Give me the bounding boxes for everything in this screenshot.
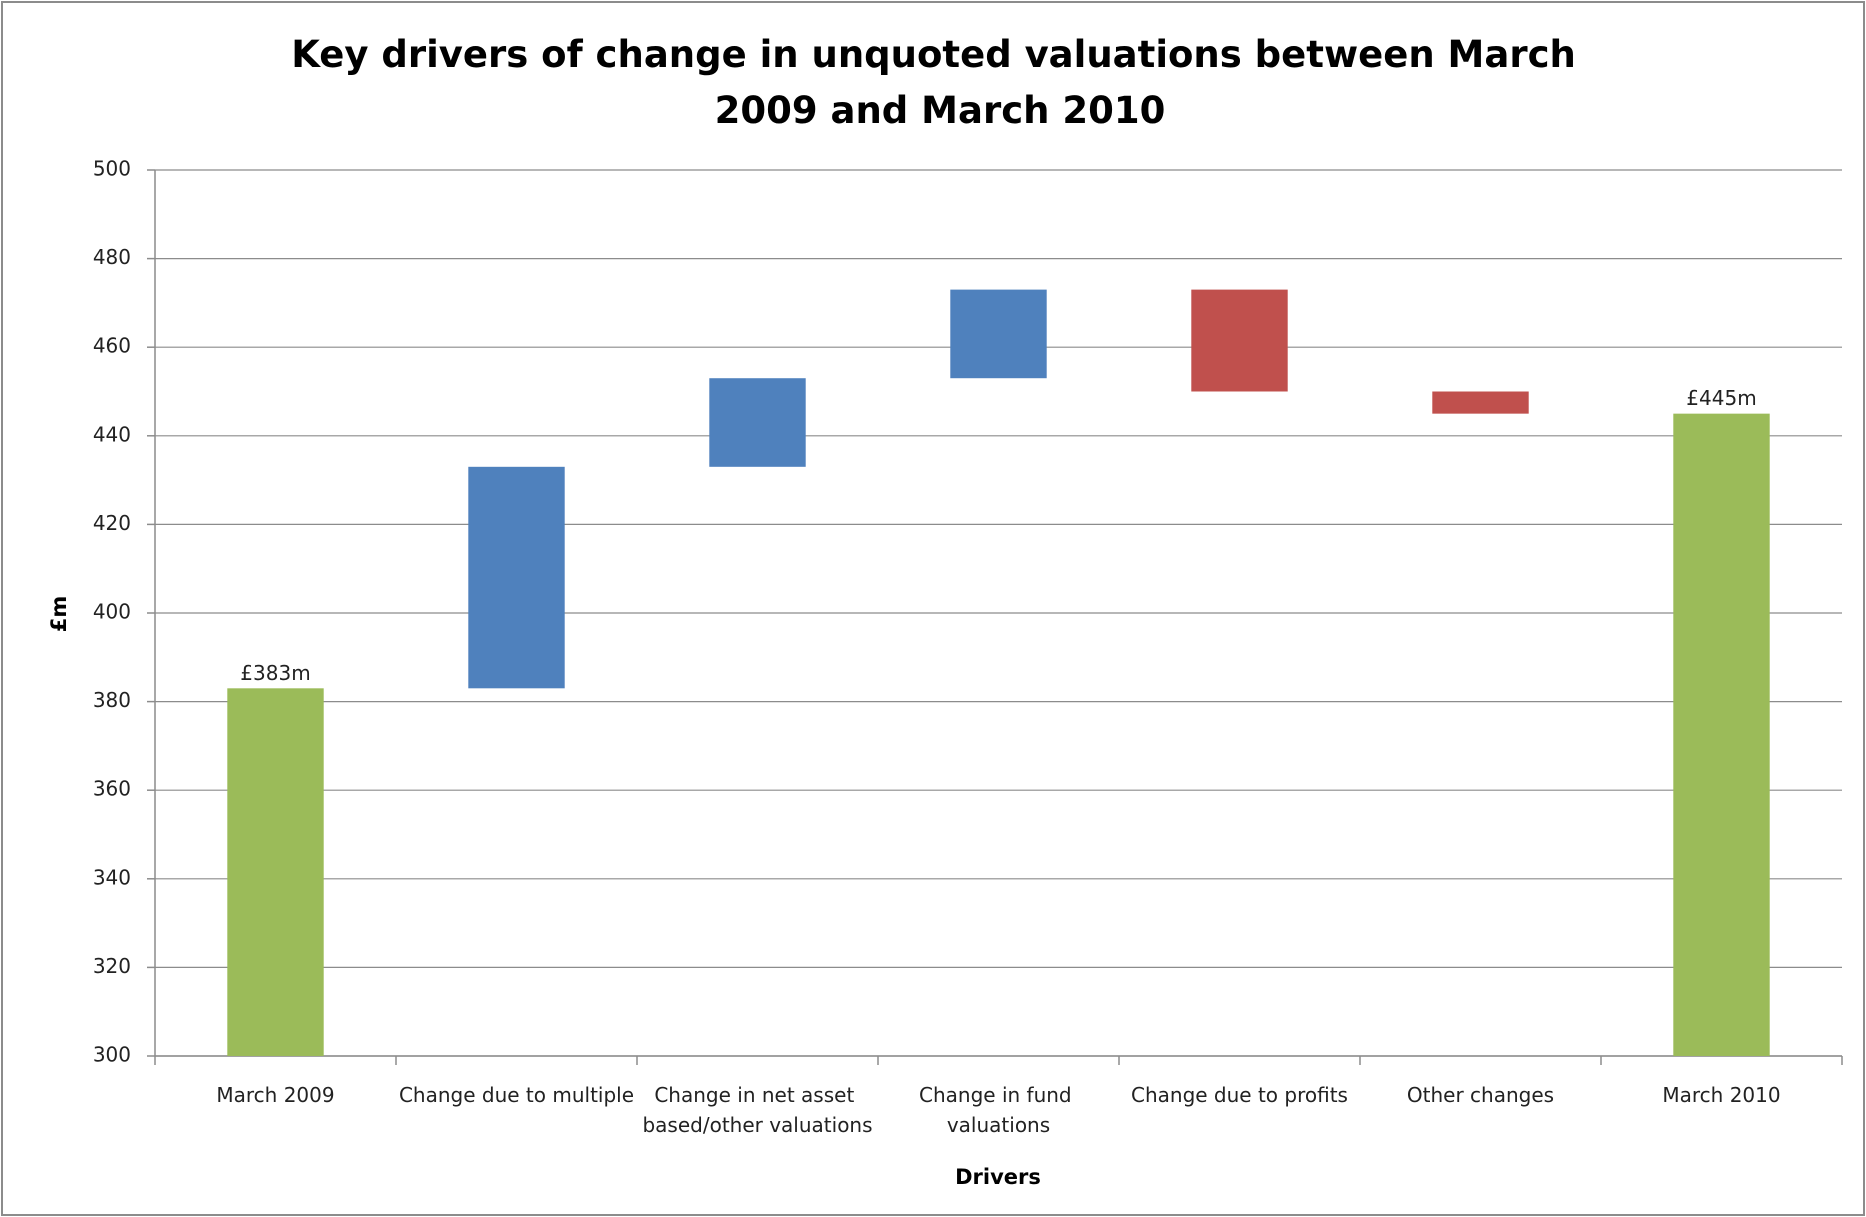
x-tick-label: Change due to profits <box>1131 1083 1348 1107</box>
y-tick-label: 340 <box>93 865 131 889</box>
y-tick-label: 480 <box>93 245 131 269</box>
bar <box>1432 391 1529 414</box>
bar <box>468 466 565 689</box>
bar <box>950 289 1047 379</box>
y-tick-label: 400 <box>93 600 131 624</box>
y-tick-label: 380 <box>93 688 131 712</box>
x-tick-label: Change in fund valuations <box>919 1083 1078 1137</box>
x-tick-label: Change in net asset based/other valuatio… <box>642 1083 872 1137</box>
y-tick-label: 500 <box>93 157 131 181</box>
bar <box>1191 289 1288 392</box>
y-tick-label: 300 <box>93 1043 131 1067</box>
x-tick-label: March 2010 <box>1662 1083 1780 1107</box>
bar <box>227 688 324 1056</box>
x-tick-label: Other changes <box>1407 1083 1554 1107</box>
bar <box>1673 413 1770 1056</box>
chart-title: Key drivers of change in unquoted valuat… <box>291 33 1588 132</box>
y-axis-title: £m <box>47 596 71 633</box>
value-label: £445m <box>1686 386 1756 410</box>
y-tick-label: 440 <box>93 422 131 446</box>
value-label: £383m <box>240 661 310 685</box>
y-tick-label: 420 <box>93 511 131 535</box>
y-tick-label: 360 <box>93 777 131 801</box>
x-tick-label: March 2009 <box>216 1083 334 1107</box>
x-tick-label: Change due to multiple <box>399 1083 634 1107</box>
y-tick-label: 460 <box>93 334 131 358</box>
x-axis-title: Drivers <box>955 1165 1041 1189</box>
y-tick-label: 320 <box>93 954 131 978</box>
bar <box>709 378 806 467</box>
